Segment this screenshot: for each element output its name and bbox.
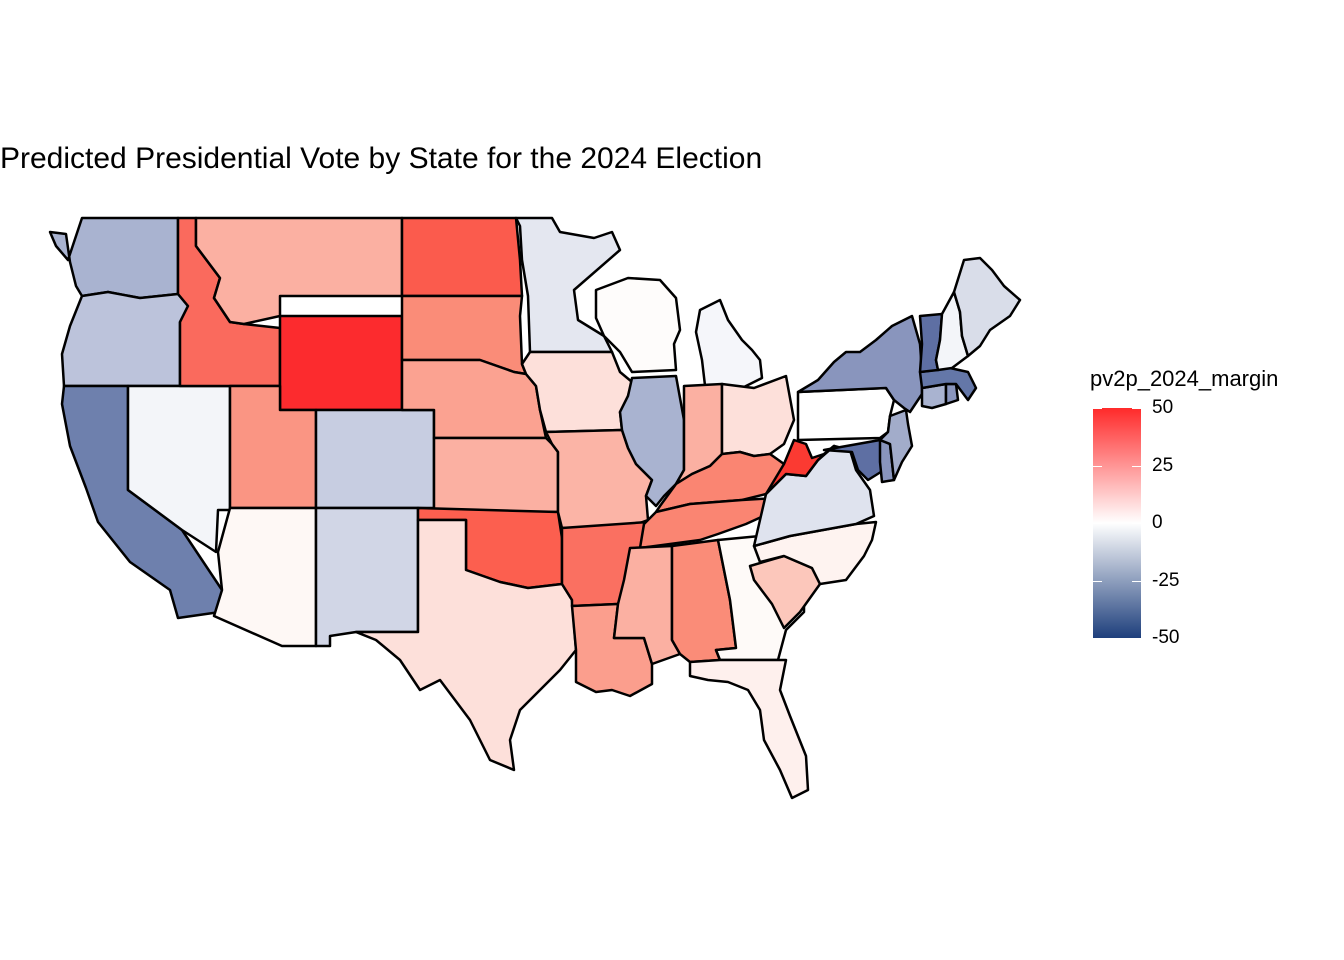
legend-tick-mark xyxy=(1093,465,1102,467)
legend-tick-label: 50 xyxy=(1152,397,1174,418)
legend-tick-mark xyxy=(1093,580,1102,582)
legend-tick-mark xyxy=(1093,523,1102,524)
state-ohio xyxy=(720,374,796,458)
legend-tick-mark xyxy=(1132,580,1141,582)
state-kansas xyxy=(432,436,560,514)
legend-tick-mark xyxy=(1093,408,1102,409)
state-wyoming xyxy=(278,314,404,412)
legend-tick-mark xyxy=(1132,523,1141,524)
state-colorado xyxy=(314,408,436,510)
state-polygons xyxy=(48,216,1022,800)
state-washington xyxy=(48,216,180,300)
state-michigan xyxy=(694,298,764,396)
legend-tick-mark xyxy=(1132,408,1141,409)
legend-tick-mark xyxy=(1093,638,1102,639)
state-rhode-island xyxy=(944,382,960,406)
state-arizona xyxy=(212,506,318,648)
legend-title: pv2p_2024_margin xyxy=(1090,366,1279,391)
state-pennsylvania xyxy=(796,386,896,442)
state-minnesota xyxy=(514,216,622,354)
state-new-mexico xyxy=(314,506,420,648)
legend-tick-label: -50 xyxy=(1152,627,1180,648)
legend-tick-label: 0 xyxy=(1152,512,1163,533)
legend-tick-label: 25 xyxy=(1152,454,1174,476)
state-oregon xyxy=(60,290,190,388)
legend-tick-mark xyxy=(1132,638,1141,639)
state-new-jersey xyxy=(878,408,914,482)
state-texas xyxy=(354,518,578,772)
state-north-dakota xyxy=(400,216,524,298)
state-montana xyxy=(194,216,404,326)
state-wisconsin xyxy=(594,276,682,374)
state-maine xyxy=(952,256,1022,358)
map-title: Predicted Presidential Vote by State for… xyxy=(0,142,763,175)
state-west-virginia xyxy=(764,438,836,496)
state-florida xyxy=(688,658,810,800)
legend-tick-label: -25 xyxy=(1152,569,1180,591)
state-massachusetts xyxy=(918,366,978,402)
legend-tick-mark xyxy=(1132,465,1141,467)
